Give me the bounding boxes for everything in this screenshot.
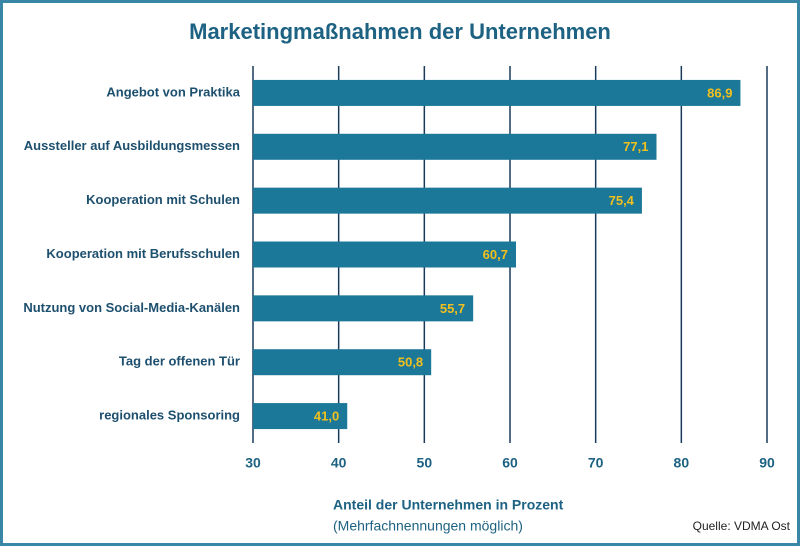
x-tick-label: 40: [331, 455, 347, 471]
bar: [253, 187, 642, 214]
y-tick-label: Kooperation mit Schulen: [86, 192, 240, 207]
y-tick-label: regionales Sponsoring: [99, 408, 240, 423]
bar: [253, 295, 474, 322]
value-label: 50,8: [398, 355, 423, 370]
x-axis-note: (Mehrfachnennungen möglich): [333, 518, 523, 534]
x-tick-label: 30: [245, 455, 261, 471]
value-label: 77,1: [623, 139, 648, 154]
value-label: 86,9: [707, 85, 732, 100]
y-tick-label: Aussteller auf Ausbildungsmessen: [24, 138, 240, 153]
y-tick-label: Tag der offenen Tür: [119, 354, 240, 369]
y-tick-label: Kooperation mit Berufsschulen: [46, 246, 240, 261]
bar: [253, 349, 432, 376]
x-tick-label: 90: [759, 455, 775, 471]
value-label: 55,7: [440, 301, 465, 316]
source: Quelle: VDMA Ost: [693, 519, 791, 533]
value-label: 41,0: [314, 409, 339, 424]
bar: [253, 241, 516, 268]
x-tick-label: 80: [674, 455, 690, 471]
value-label: 60,7: [483, 247, 508, 262]
bar: [253, 79, 741, 106]
x-axis-title: Anteil der Unternehmen in Prozent: [333, 497, 564, 513]
x-tick-label: 70: [588, 455, 604, 471]
bar: [253, 403, 348, 430]
y-tick-label: Nutzung von Social-Media-Kanälen: [23, 300, 240, 315]
chart-title: Marketingmaßnahmen der Unternehmen: [189, 19, 611, 44]
value-label: 75,4: [609, 193, 635, 208]
y-tick-label: Angebot von Praktika: [106, 84, 240, 99]
bar: [253, 133, 657, 160]
x-tick-label: 60: [502, 455, 518, 471]
x-tick-label: 50: [417, 455, 433, 471]
